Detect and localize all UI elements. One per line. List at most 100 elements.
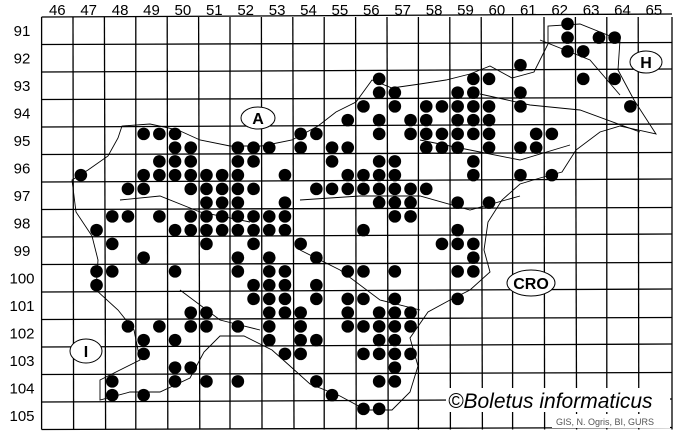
record-dot bbox=[153, 127, 166, 141]
record-dot bbox=[561, 17, 574, 31]
record-dot bbox=[608, 72, 621, 86]
record-dot bbox=[168, 375, 182, 388]
grid-line-horizontal bbox=[41, 151, 673, 156]
record-dot bbox=[372, 86, 386, 99]
record-dot bbox=[576, 72, 590, 86]
record-dot bbox=[404, 320, 417, 333]
record-dot bbox=[294, 320, 307, 333]
record-dot bbox=[137, 388, 150, 402]
record-dot bbox=[341, 306, 355, 319]
column-label: 56 bbox=[363, 2, 380, 19]
record-dot bbox=[592, 31, 606, 44]
row-label: 96 bbox=[14, 160, 31, 177]
hungary-label: H bbox=[629, 50, 663, 74]
record-dot bbox=[231, 168, 245, 182]
record-dot bbox=[419, 127, 433, 141]
row-label: 95 bbox=[14, 133, 31, 150]
record-dot bbox=[200, 182, 213, 196]
record-dot bbox=[451, 141, 464, 154]
grid-line-vertical bbox=[166, 16, 169, 430]
column-label: 57 bbox=[394, 2, 411, 19]
record-dot bbox=[357, 402, 370, 416]
grid-line-horizontal bbox=[41, 13, 673, 18]
grid-line-vertical bbox=[354, 16, 357, 430]
record-dot bbox=[247, 237, 260, 251]
record-dot bbox=[357, 100, 370, 113]
record-dot bbox=[184, 223, 198, 237]
grid-line-horizontal bbox=[41, 233, 673, 238]
record-dot bbox=[294, 141, 307, 154]
column-label: 47 bbox=[80, 2, 97, 19]
record-dot bbox=[231, 141, 245, 154]
record-dot bbox=[200, 168, 213, 182]
record-dot bbox=[357, 265, 370, 278]
record-dot bbox=[514, 100, 527, 113]
record-dot bbox=[545, 168, 559, 182]
country-label-croatia: CRO bbox=[513, 276, 549, 293]
record-dot bbox=[451, 196, 464, 209]
row-label: 94 bbox=[14, 105, 31, 122]
record-dot bbox=[310, 292, 323, 306]
record-dot bbox=[247, 223, 260, 237]
column-label: 52 bbox=[237, 2, 254, 19]
record-dot bbox=[467, 155, 480, 168]
record-dots bbox=[74, 17, 637, 416]
record-dot bbox=[388, 265, 402, 278]
record-dot bbox=[325, 141, 339, 154]
row-label: 97 bbox=[14, 188, 31, 205]
grid-line-vertical bbox=[543, 16, 546, 430]
column-label: 49 bbox=[143, 2, 160, 19]
record-dot bbox=[168, 155, 182, 168]
record-dot bbox=[168, 141, 182, 154]
record-dot bbox=[278, 347, 292, 361]
record-dot bbox=[90, 265, 103, 278]
row-label: 92 bbox=[14, 50, 31, 67]
record-dot bbox=[357, 168, 370, 182]
record-dot bbox=[372, 113, 386, 127]
record-dot bbox=[231, 182, 245, 196]
record-dot bbox=[404, 210, 417, 223]
column-label: 54 bbox=[300, 2, 317, 19]
grid-line-horizontal bbox=[41, 123, 673, 128]
record-dot bbox=[325, 388, 339, 402]
record-dot bbox=[341, 168, 355, 182]
record-dot bbox=[231, 223, 245, 237]
record-dot bbox=[184, 155, 198, 168]
record-dot bbox=[372, 402, 386, 416]
record-dot bbox=[231, 155, 245, 168]
record-dot bbox=[137, 333, 150, 347]
record-dot bbox=[529, 141, 543, 154]
grid-line-vertical bbox=[574, 16, 578, 430]
column-label: 60 bbox=[489, 2, 506, 19]
record-dot bbox=[294, 347, 307, 361]
row-label: 101 bbox=[9, 298, 34, 315]
record-dot bbox=[372, 375, 386, 388]
record-dot bbox=[184, 168, 198, 182]
record-dot bbox=[278, 278, 292, 292]
record-dot bbox=[262, 306, 276, 319]
record-dot bbox=[357, 347, 370, 361]
record-dot bbox=[451, 223, 464, 237]
record-dot bbox=[372, 306, 386, 319]
record-dot bbox=[514, 58, 527, 72]
record-dot bbox=[262, 292, 276, 306]
record-dot bbox=[215, 210, 229, 223]
record-dot bbox=[561, 45, 574, 58]
grid-line-horizontal bbox=[41, 96, 673, 101]
record-dot bbox=[451, 127, 464, 141]
record-dot bbox=[200, 210, 213, 223]
record-dot bbox=[435, 141, 449, 154]
record-dot bbox=[372, 72, 386, 86]
record-dot bbox=[624, 100, 637, 113]
record-dot bbox=[262, 320, 276, 333]
record-dot bbox=[372, 333, 386, 347]
record-dot bbox=[372, 196, 386, 209]
record-dot bbox=[215, 196, 229, 209]
column-label: 65 bbox=[646, 2, 663, 19]
record-dot bbox=[372, 320, 386, 333]
record-dot bbox=[247, 182, 260, 196]
row-label: 104 bbox=[9, 380, 34, 397]
column-label: 63 bbox=[583, 2, 600, 19]
row-label: 91 bbox=[14, 23, 31, 40]
row-label: 102 bbox=[9, 325, 34, 342]
